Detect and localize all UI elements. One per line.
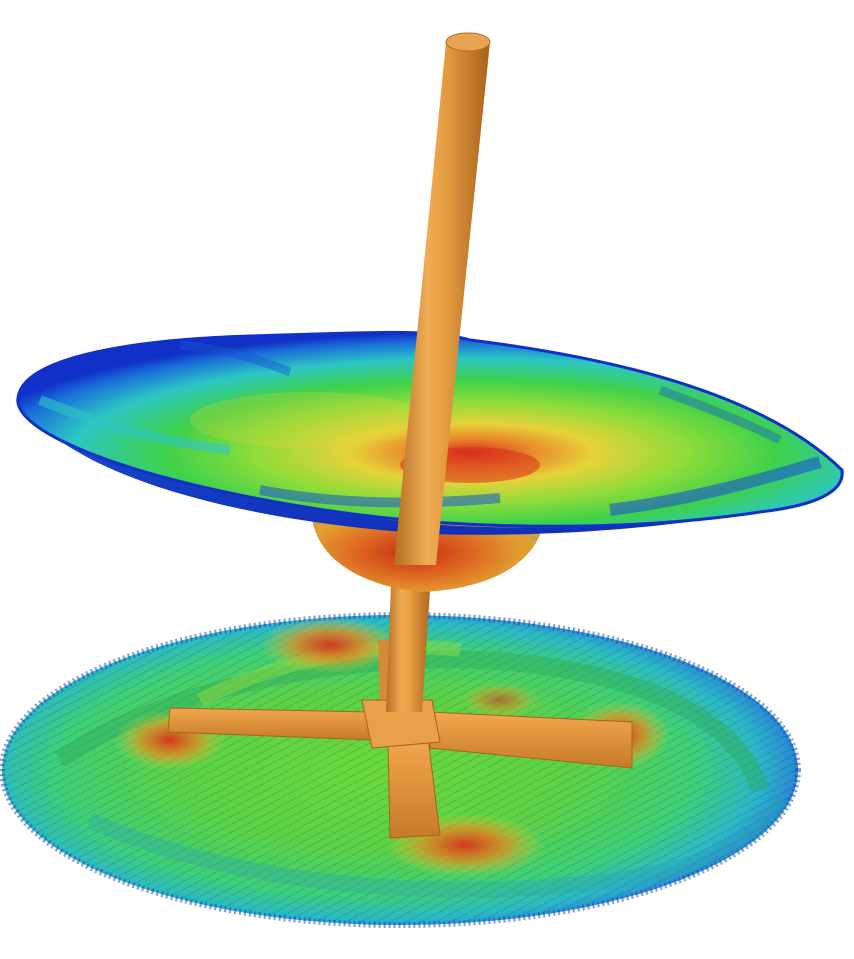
shaft-lower xyxy=(386,560,432,712)
impeller xyxy=(167,640,633,839)
shaft-upper xyxy=(394,32,491,565)
